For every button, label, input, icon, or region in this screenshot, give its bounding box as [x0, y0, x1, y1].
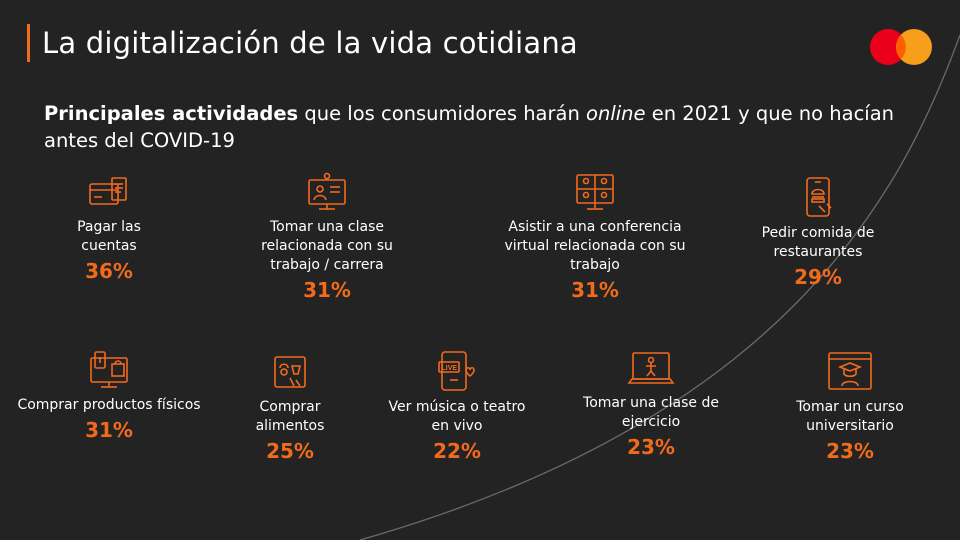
activity-percentage: 22% [433, 439, 481, 463]
activity-item-university: Tomar un curso universitario 23% [782, 350, 918, 463]
activity-percentage: 23% [627, 435, 675, 459]
activity-label: Tomar una clase relacionada con su traba… [261, 219, 393, 273]
activity-percentage: 31% [303, 278, 351, 302]
activity-percentage: 36% [85, 259, 133, 283]
activity-percentage: 29% [794, 265, 842, 289]
activity-item-groceries: Comprar alimentos 25% [240, 354, 340, 463]
activity-item-bills: Pagar las cuentas 36% [48, 176, 170, 283]
activity-item-food: Pedir comida de restaurantes 29% [750, 176, 886, 289]
subtitle-italic: online [586, 102, 646, 125]
grocery-icon [274, 356, 306, 388]
activity-item-products: Comprar productos físicos 31% [16, 350, 202, 442]
page-title: La digitalización de la vida cotidiana [42, 26, 578, 60]
activity-label: Asistir a una conferencia virtual relaci… [504, 219, 686, 273]
activity-label: Tomar una clase de ejercicio [583, 395, 719, 430]
graduation-course-icon [828, 352, 872, 390]
svg-text:LIVE: LIVE [442, 365, 458, 372]
subtitle-part2: en 2021 y que no hacían antes del COVID-… [44, 102, 895, 152]
activity-item-exercise: Tomar una clase de ejercicio 23% [576, 350, 726, 459]
activity-label: Ver música o teatro en vivo [388, 399, 526, 434]
online-class-icon [308, 172, 346, 210]
food-delivery-phone-icon [806, 177, 832, 217]
online-shopping-icon [90, 351, 128, 388]
bill-payment-icon [89, 177, 127, 205]
live-stream-icon: LIVE [438, 351, 475, 391]
exercise-laptop-icon [627, 352, 675, 384]
activity-label: Pedir comida de restaurantes [761, 225, 875, 260]
activity-label: Comprar productos físicos [17, 397, 201, 413]
activity-percentage: 31% [571, 278, 619, 302]
activity-percentage: 25% [266, 439, 314, 463]
video-conference-icon [576, 174, 614, 210]
subtitle-part1: que los consumidores harán [298, 102, 587, 125]
activity-percentage: 31% [85, 418, 133, 442]
title-accent-bar [27, 24, 30, 62]
subtitle-bold: Principales actividades [44, 102, 299, 125]
activity-percentage: 23% [826, 439, 874, 463]
activity-item-live: LIVE Ver música o teatro en vivo 22% [380, 350, 534, 463]
activity-label: Comprar alimentos [255, 399, 325, 434]
activity-label: Tomar un curso universitario [796, 399, 904, 434]
subtitle: Principales actividades que los consumid… [44, 100, 914, 154]
activity-item-conference: Asistir a una conferencia virtual relaci… [500, 172, 690, 302]
mastercard-logo [870, 29, 932, 65]
activity-label: Pagar las cuentas [77, 219, 141, 254]
activity-item-work-class: Tomar una clase relacionada con su traba… [252, 172, 402, 302]
